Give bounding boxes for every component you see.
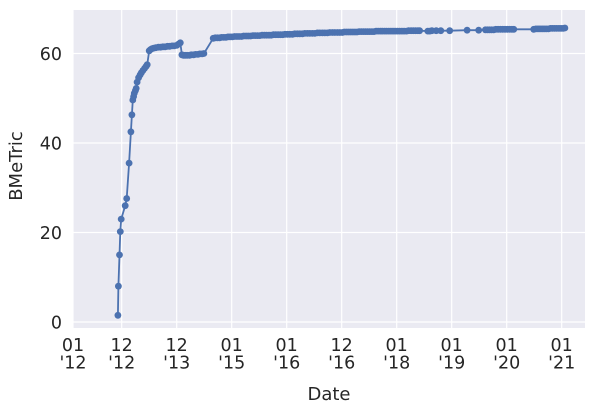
data-point: [510, 25, 518, 33]
data-point: [176, 39, 184, 47]
x-tick-label: 01'21: [548, 336, 575, 374]
data-point: [116, 228, 124, 236]
plot-background: [73, 10, 585, 328]
data-point: [116, 251, 123, 259]
plot-layer: 0 20 40 60 01'12 12'12 12'13 01'15 01'16 12'16 01 '…: [40, 10, 585, 374]
x-tick-label: 01'18: [383, 336, 410, 374]
data-point: [463, 26, 471, 34]
data-point: [416, 27, 423, 35]
y-tick-label: 0: [51, 313, 62, 333]
x-tick-label: 01'20: [493, 336, 520, 374]
y-tick-label: 40: [40, 134, 62, 154]
data-point: [127, 128, 135, 136]
y-tick-label: 60: [40, 45, 62, 65]
data-point: [132, 85, 140, 92]
data-point: [121, 202, 129, 210]
data-point: [200, 50, 208, 57]
x-tick-label: 12'13: [163, 336, 190, 374]
x-tick-label: 01'19: [438, 336, 465, 374]
x-tick-label: 01'15: [218, 336, 245, 374]
data-point: [561, 24, 569, 32]
x-axis-label: Date: [307, 384, 350, 405]
data-point: [123, 195, 131, 202]
y-axis-label: BMeTric: [6, 131, 27, 201]
data-point: [114, 311, 122, 319]
data-point: [125, 159, 133, 167]
x-tick-label: 01'12: [59, 336, 86, 374]
x-tick-label: 12'12: [108, 336, 135, 374]
data-point: [115, 282, 122, 290]
data-point: [475, 26, 483, 34]
data-point: [143, 61, 151, 69]
data-point: [446, 27, 454, 35]
x-tick-label: 12'16: [328, 336, 355, 374]
data-point: [437, 27, 445, 35]
data-point: [117, 215, 125, 223]
x-tick-label: 01'16: [273, 336, 300, 374]
data-point: [128, 111, 136, 119]
y-tick-label: 20: [40, 224, 62, 244]
